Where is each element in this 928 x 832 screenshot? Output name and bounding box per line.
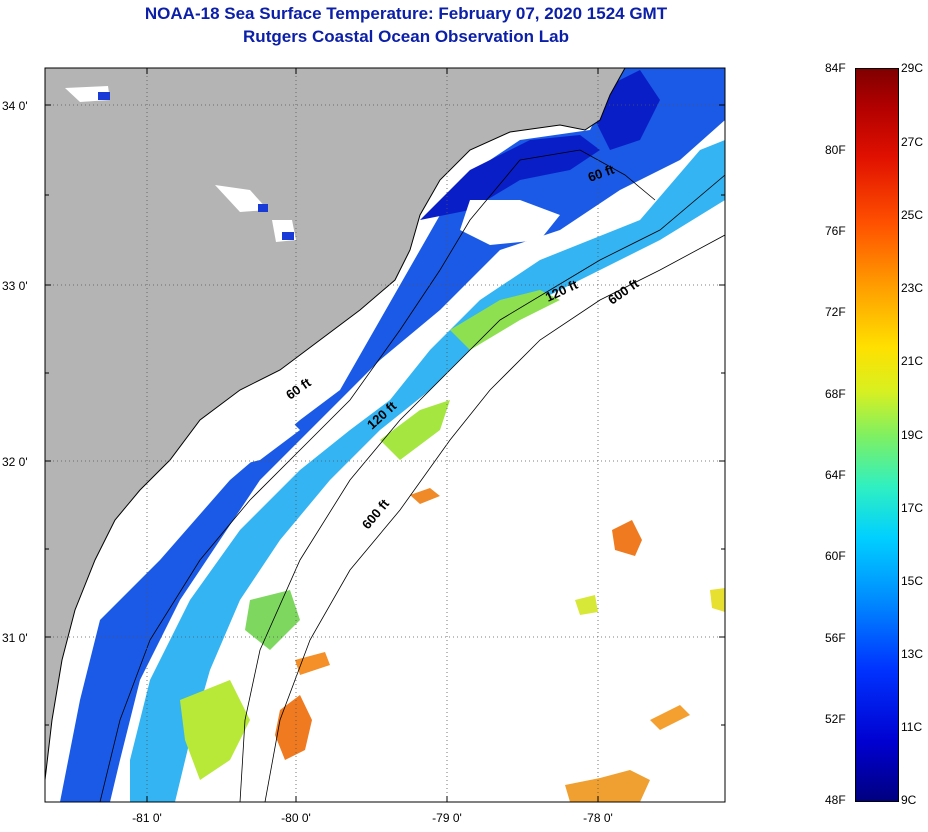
cb-c-19: 19C xyxy=(901,428,924,442)
cloud-patch-3 xyxy=(210,400,300,470)
cb-f-68: 68F xyxy=(825,387,846,401)
frame-ticks xyxy=(45,68,725,802)
isobath-600ft-line xyxy=(264,234,725,802)
sst-green-patch-4 xyxy=(245,590,300,650)
cb-c-25: 25C xyxy=(901,208,924,222)
sst-cold-band xyxy=(60,68,725,802)
sst-green-patch-1 xyxy=(450,290,560,350)
sst-orange-patch-5 xyxy=(410,488,440,504)
land-blue-spot-2 xyxy=(282,232,294,240)
cb-c-23: 23C xyxy=(901,281,924,295)
cb-c-27: 27C xyxy=(901,135,924,149)
lon-label-80: -80 0' xyxy=(281,811,311,825)
cb-c-21: 21C xyxy=(901,354,924,368)
cb-c-15: 15C xyxy=(901,574,924,588)
map-frame xyxy=(44,67,726,803)
cb-f-52: 52F xyxy=(825,712,846,726)
land-cloud-2 xyxy=(215,185,268,212)
cloud-patch-2 xyxy=(280,370,330,405)
cb-f-48: 48F xyxy=(825,793,846,807)
isobath-120ft-line xyxy=(239,174,725,802)
cb-f-72: 72F xyxy=(825,305,846,319)
cb-f-56: 56F xyxy=(825,631,846,645)
cb-f-80: 80F xyxy=(825,143,846,157)
sst-cold-core xyxy=(420,135,600,220)
sst-orange-patch-1 xyxy=(275,695,312,760)
lat-label-31: 31 0' xyxy=(2,631,28,645)
land-blue-spot-1 xyxy=(258,204,268,212)
land-mass xyxy=(45,68,625,780)
cb-f-76: 76F xyxy=(825,224,846,238)
cb-f-64: 64F xyxy=(825,468,846,482)
cb-c-11: 11C xyxy=(901,720,923,734)
map-subtitle: Rutgers Coastal Ocean Observation Lab xyxy=(243,27,569,46)
cb-c-13: 13C xyxy=(901,647,924,661)
sst-yellow-patch-2 xyxy=(575,595,598,615)
lat-label-32: 32 0' xyxy=(2,455,28,469)
cb-c-29: 29C xyxy=(901,61,924,75)
cb-f-60: 60F xyxy=(825,549,846,563)
sst-green-patch-3 xyxy=(180,680,250,780)
temperature-colorbar xyxy=(855,68,899,802)
lat-label-34: 34 0' xyxy=(2,99,28,113)
sst-orange-patch-6 xyxy=(650,705,690,730)
coastline xyxy=(45,68,626,781)
sst-orange-patch-3 xyxy=(612,520,642,556)
lon-label-78: -78 0' xyxy=(583,811,613,825)
sst-orange-patch-4 xyxy=(565,770,650,802)
graticule xyxy=(45,68,725,802)
cb-c-9: 9C xyxy=(901,793,917,807)
sst-yellow-patch-1 xyxy=(710,588,725,612)
lon-label-81: -81 0' xyxy=(132,811,162,825)
land-blue-spot-3 xyxy=(98,92,110,100)
lat-label-33: 33 0' xyxy=(2,279,28,293)
lon-label-79: -79 0' xyxy=(432,811,462,825)
isobath-60ft-line xyxy=(99,149,656,802)
map-title: NOAA-18 Sea Surface Temperature: Februar… xyxy=(144,4,668,23)
cb-c-17: 17C xyxy=(901,501,924,515)
cloud-patch-1 xyxy=(460,200,560,245)
cb-f-84: 84F xyxy=(825,61,846,75)
sst-green-patch-2 xyxy=(380,400,450,460)
